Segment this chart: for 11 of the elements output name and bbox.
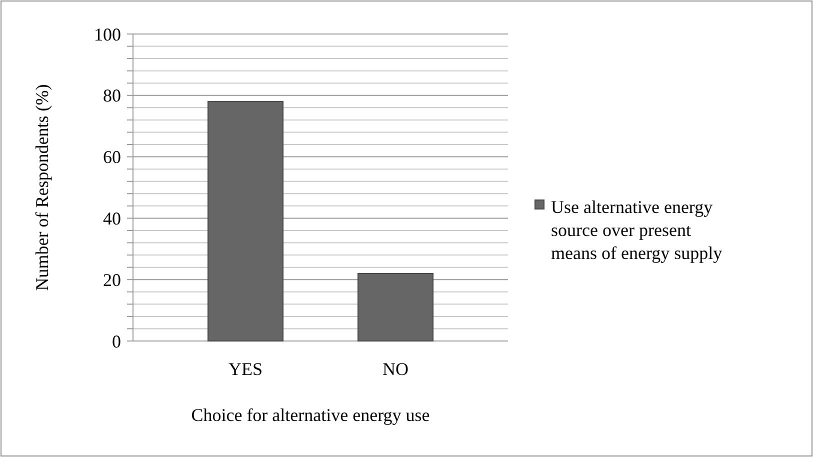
y-tick-label: 40 (103, 208, 121, 228)
x-axis-title: Choice for alternative energy use (191, 405, 430, 425)
y-tick-label: 100 (94, 24, 121, 44)
y-tick-label: 20 (103, 270, 121, 290)
y-tick-label: 80 (103, 86, 121, 106)
x-tick-label: YES (228, 359, 263, 379)
y-tick-label: 60 (103, 147, 121, 168)
y-axis-title: Number of Respondents (%) (32, 84, 52, 291)
x-tick-label: NO (382, 359, 408, 379)
legend-label: Use alternative energy source over present means of energy supply (551, 197, 722, 263)
y-tick-label: 0 (112, 331, 121, 352)
